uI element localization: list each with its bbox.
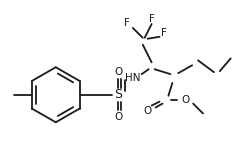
Text: O: O [114,112,122,122]
Text: S: S [114,88,122,101]
Text: F: F [161,28,166,38]
Text: F: F [124,18,130,28]
Text: O: O [144,106,152,116]
Text: F: F [149,14,154,24]
Text: HN: HN [125,73,141,83]
Text: O: O [181,95,189,105]
Text: O: O [114,67,122,77]
